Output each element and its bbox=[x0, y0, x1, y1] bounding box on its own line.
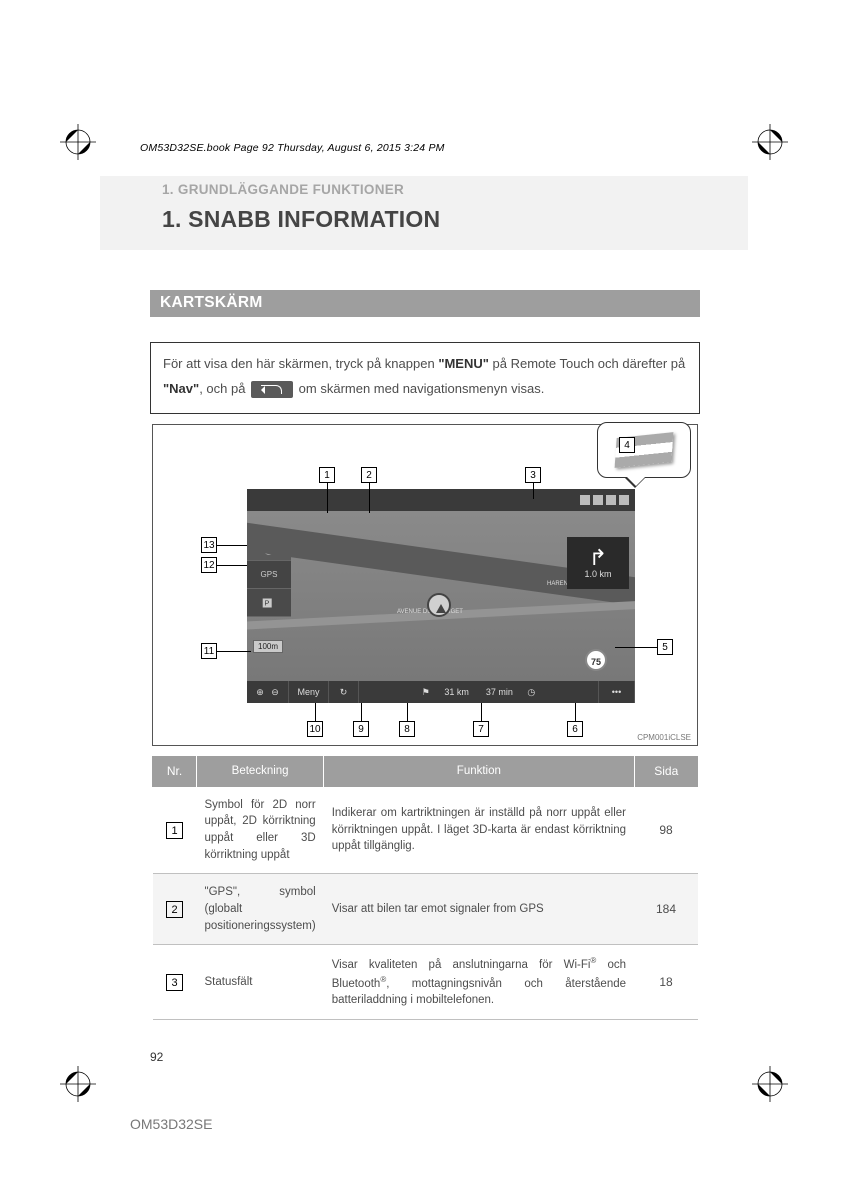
zoom-controls: ⊕ ⊖ bbox=[247, 681, 289, 703]
map-scale: 100m bbox=[253, 640, 283, 653]
instruction-text: om skärmen med navigationsmenyn visas. bbox=[295, 381, 544, 396]
row-name: Symbol för 2D norr uppåt, 2D körriktning… bbox=[197, 787, 324, 874]
map-screen-diagram: GPS P AVENUE DU BOURGET HARENWEG 75 100m… bbox=[152, 424, 698, 746]
callout-line bbox=[615, 647, 657, 648]
svg-text:P: P bbox=[265, 598, 270, 607]
table-header-row: Nr. Beteckning Funktion Sida bbox=[153, 756, 699, 787]
row-page: 184 bbox=[634, 874, 698, 945]
callout-label: 13 bbox=[201, 537, 217, 553]
turn-arrow-icon: ↱ bbox=[589, 547, 607, 569]
menu-label: "MENU" bbox=[438, 356, 489, 371]
instruction-box: För att visa den här skärmen, tryck på k… bbox=[150, 342, 700, 414]
diagram-code: CPM001iCLSE bbox=[637, 733, 691, 742]
crop-mark-icon bbox=[750, 122, 790, 162]
callout-label: 7 bbox=[473, 721, 489, 737]
row-number: 3 bbox=[166, 974, 183, 991]
status-bar bbox=[247, 489, 635, 511]
table-row: 3 Statusfält Visar kvaliteten på anslutn… bbox=[153, 945, 699, 1020]
row-name: Statusfält bbox=[197, 945, 324, 1020]
signal-icon bbox=[606, 495, 616, 505]
row-func: Visar att bilen tar emot signaler from G… bbox=[324, 874, 634, 945]
callout-label: 9 bbox=[353, 721, 369, 737]
callout-line bbox=[533, 483, 534, 499]
nav-label: "Nav" bbox=[163, 381, 199, 396]
parking-icon: P bbox=[247, 589, 291, 617]
callout-label: 11 bbox=[201, 643, 217, 659]
crop-mark-icon bbox=[58, 122, 98, 162]
callout-line bbox=[407, 703, 408, 721]
table-row: 1 Symbol för 2D norr uppåt, 2D körriktni… bbox=[153, 787, 699, 874]
callout-line bbox=[217, 565, 247, 566]
callout-label: 1 bbox=[319, 467, 335, 483]
table-row: 2 "GPS", symbol (globalt positioneringss… bbox=[153, 874, 699, 945]
header-page: Sida bbox=[634, 756, 698, 787]
speed-limit-icon: 75 bbox=[585, 649, 607, 671]
car-position-icon bbox=[427, 593, 451, 617]
chapter-title: 1. SNABB INFORMATION bbox=[162, 206, 440, 233]
repeat-icon: ↻ bbox=[329, 681, 359, 703]
instruction-text: , och på bbox=[199, 381, 249, 396]
row-name: "GPS", symbol (globalt positioneringssys… bbox=[197, 874, 324, 945]
back-icon bbox=[251, 381, 293, 398]
turn-indicator: ↱ 1.0 km bbox=[567, 537, 629, 589]
turn-distance: 1.0 km bbox=[584, 569, 611, 579]
route-flag-icon: ⚑ bbox=[422, 687, 430, 698]
callout-label: 12 bbox=[201, 557, 217, 573]
callout-line bbox=[575, 703, 576, 721]
gps-icon: GPS bbox=[247, 561, 291, 589]
route-distance: 31 km bbox=[444, 687, 469, 697]
callout-label: 6 bbox=[567, 721, 583, 737]
row-number: 2 bbox=[166, 901, 183, 918]
callout-line bbox=[315, 703, 316, 721]
callout-label: 8 bbox=[399, 721, 415, 737]
wifi-icon bbox=[580, 495, 590, 505]
book-header: OM53D32SE.book Page 92 Thursday, August … bbox=[140, 142, 445, 154]
callout-line bbox=[361, 703, 362, 721]
route-time: 37 min bbox=[486, 687, 513, 697]
callout-label: 4 bbox=[619, 437, 635, 453]
callout-line bbox=[369, 483, 370, 513]
menu-button-label: Meny bbox=[289, 681, 329, 703]
header-func: Funktion bbox=[324, 756, 634, 787]
navigation-screen: GPS P AVENUE DU BOURGET HARENWEG 75 100m… bbox=[247, 489, 635, 703]
callout-label: 5 bbox=[657, 639, 673, 655]
section-title: KARTSKÄRM bbox=[150, 290, 700, 317]
row-func: Indikerar om kartriktningen är inställd … bbox=[324, 787, 634, 874]
bluetooth-icon bbox=[593, 495, 603, 505]
callout-label: 10 bbox=[307, 721, 323, 737]
flag-bubble bbox=[597, 422, 691, 478]
document-code: OM53D32SE bbox=[130, 1116, 212, 1132]
callout-line bbox=[217, 651, 251, 652]
clock-icon: ◷ bbox=[527, 687, 535, 698]
description-table: Nr. Beteckning Funktion Sida 1 Symbol fö… bbox=[152, 756, 698, 1020]
map-area: GPS P AVENUE DU BOURGET HARENWEG 75 100m… bbox=[247, 511, 635, 681]
callout-line bbox=[327, 483, 328, 513]
row-func: Visar kvaliteten på anslutningarna för W… bbox=[324, 945, 634, 1020]
chapter-subtitle: 1. GRUNDLÄGGANDE FUNKTIONER bbox=[162, 182, 404, 197]
callout-line bbox=[217, 545, 247, 546]
row-number: 1 bbox=[166, 822, 183, 839]
instruction-text: För att visa den här skärmen, tryck på k… bbox=[163, 356, 438, 371]
crop-mark-icon bbox=[58, 1064, 98, 1104]
row-page: 18 bbox=[634, 945, 698, 1020]
chapter-header: 1. GRUNDLÄGGANDE FUNKTIONER 1. SNABB INF… bbox=[100, 176, 748, 250]
flag-callout bbox=[597, 422, 691, 490]
more-icon: ••• bbox=[599, 681, 635, 703]
callout-label: 3 bbox=[525, 467, 541, 483]
map-bottom-bar: ⊕ ⊖ Meny ↻ ⚑ 31 km 37 min ◷ ••• bbox=[247, 681, 635, 703]
page-number: 92 bbox=[150, 1050, 163, 1064]
instruction-text: på Remote Touch och därefter på bbox=[489, 356, 685, 371]
header-name: Beteckning bbox=[197, 756, 324, 787]
callout-line bbox=[481, 703, 482, 721]
callout-label: 2 bbox=[361, 467, 377, 483]
route-info: ⚑ 31 km 37 min ◷ bbox=[359, 681, 599, 703]
row-page: 98 bbox=[634, 787, 698, 874]
header-nr: Nr. bbox=[153, 756, 197, 787]
battery-icon bbox=[619, 495, 629, 505]
crop-mark-icon bbox=[750, 1064, 790, 1104]
